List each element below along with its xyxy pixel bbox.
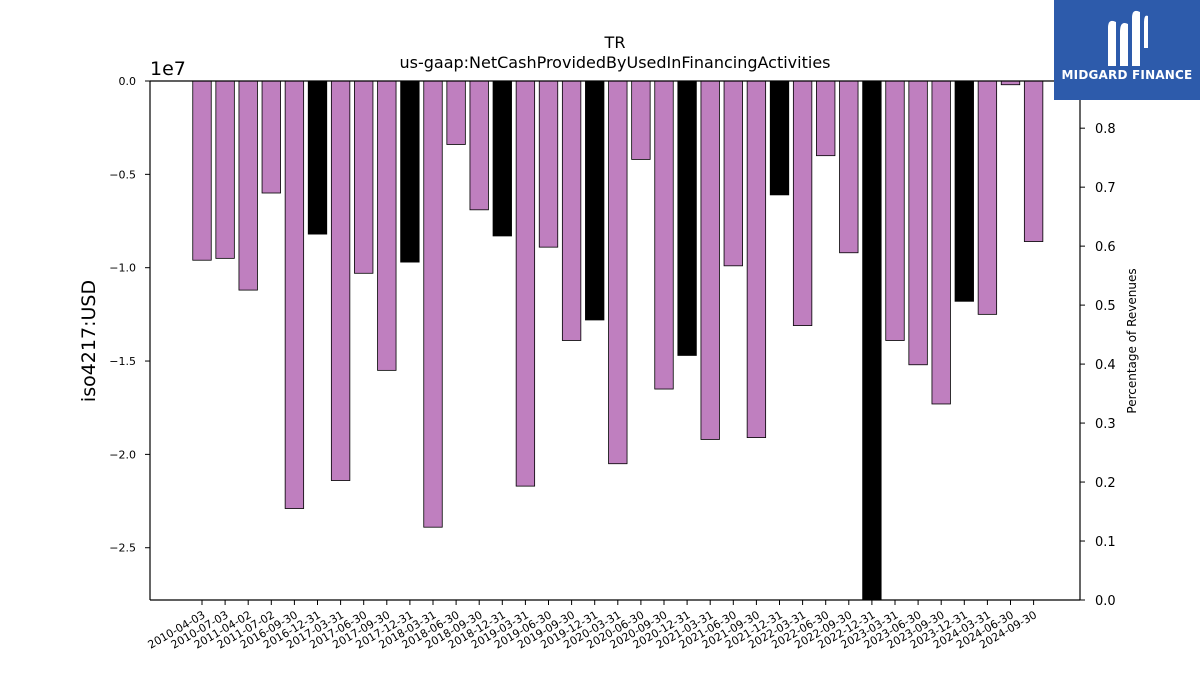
bar-2016-09-30 [284, 80, 305, 509]
bar-2017-12-31 [400, 80, 420, 263]
y-tick-label: −1.5 [109, 355, 136, 368]
bar-2017-09-30 [377, 80, 397, 371]
y2-tick-label: 0.4 [1095, 358, 1116, 373]
bar-2018-12-31 [492, 80, 512, 237]
bar-2017-03-31 [330, 80, 351, 481]
y-tick-label: −0.5 [109, 168, 136, 181]
bar-2021-12-31 [769, 80, 790, 196]
y-offset-label: 1e7 [150, 58, 186, 80]
bar-2023-12-31 [954, 80, 974, 302]
chart-title: TR [604, 33, 626, 52]
bar-2019-12-31 [585, 80, 605, 321]
logo-text: MIDGARD FINANCE [1061, 68, 1193, 82]
y2-axis-label: Percentage of Revenues [1125, 268, 1139, 413]
y2-tick-label: 0.0 [1095, 594, 1116, 609]
y2-tick-label: 0.5 [1095, 299, 1116, 314]
y2-tick-label: 0.3 [1095, 417, 1116, 432]
chart-subtitle: us-gaap:NetCashProvidedByUsedInFinancing… [399, 53, 830, 72]
bar-2018-06-30 [446, 80, 466, 145]
bar-2021-06-30 [723, 80, 743, 267]
y-tick-label: −1.0 [109, 262, 136, 275]
bar-2016-12-31 [307, 80, 328, 235]
y-tick-label: 0.0 [119, 75, 137, 88]
bar-2020-12-31 [677, 80, 697, 356]
midgard-logo-icon [1108, 10, 1148, 66]
bar-2010-04-03 [192, 80, 212, 261]
bar-2019-09-30 [561, 80, 582, 341]
y2-tick-label: 0.6 [1095, 240, 1116, 255]
bar-2020-03-31 [608, 80, 628, 465]
bar-2023-09-30 [931, 80, 951, 405]
bar-2022-03-31 [792, 80, 813, 326]
bar-2022-06-30 [816, 80, 836, 157]
bar-2018-03-31 [423, 80, 443, 528]
y-tick-label: −2.5 [109, 542, 136, 555]
y-axis-label: iso4217:USD [78, 280, 100, 402]
bar-2018-09-30 [469, 80, 489, 211]
y2-tick-label: 0.8 [1095, 122, 1116, 137]
bar-2019-06-30 [538, 80, 559, 248]
y2-tick-label: 0.7 [1095, 181, 1116, 196]
bar-2020-06-30 [631, 80, 651, 160]
bar-2023-06-30 [908, 80, 928, 366]
bar-2011-07-02 [261, 80, 281, 194]
bar-2010-07-03 [215, 80, 235, 259]
bar-2021-09-30 [746, 80, 767, 438]
bar-2020-09-30 [654, 80, 674, 390]
y-tick-label: −2.0 [109, 448, 136, 461]
bars-group [192, 80, 1044, 601]
bar-2017-06-30 [354, 80, 374, 274]
bar-2022-12-31 [862, 80, 882, 601]
bar-2024-03-31 [977, 80, 998, 315]
midgard-finance-logo: MIDGARD FINANCE [1054, 0, 1200, 100]
bar-2021-03-31 [700, 80, 720, 440]
bar-2011-04-02 [238, 80, 258, 291]
bar-2019-03-31 [515, 80, 536, 487]
bar-2022-09-30 [839, 80, 859, 254]
y2-tick-label: 0.1 [1095, 535, 1116, 550]
bar-2023-03-31 [885, 80, 905, 341]
bar-2024-09-30 [1023, 80, 1044, 242]
y2-tick-label: 0.2 [1095, 476, 1116, 491]
